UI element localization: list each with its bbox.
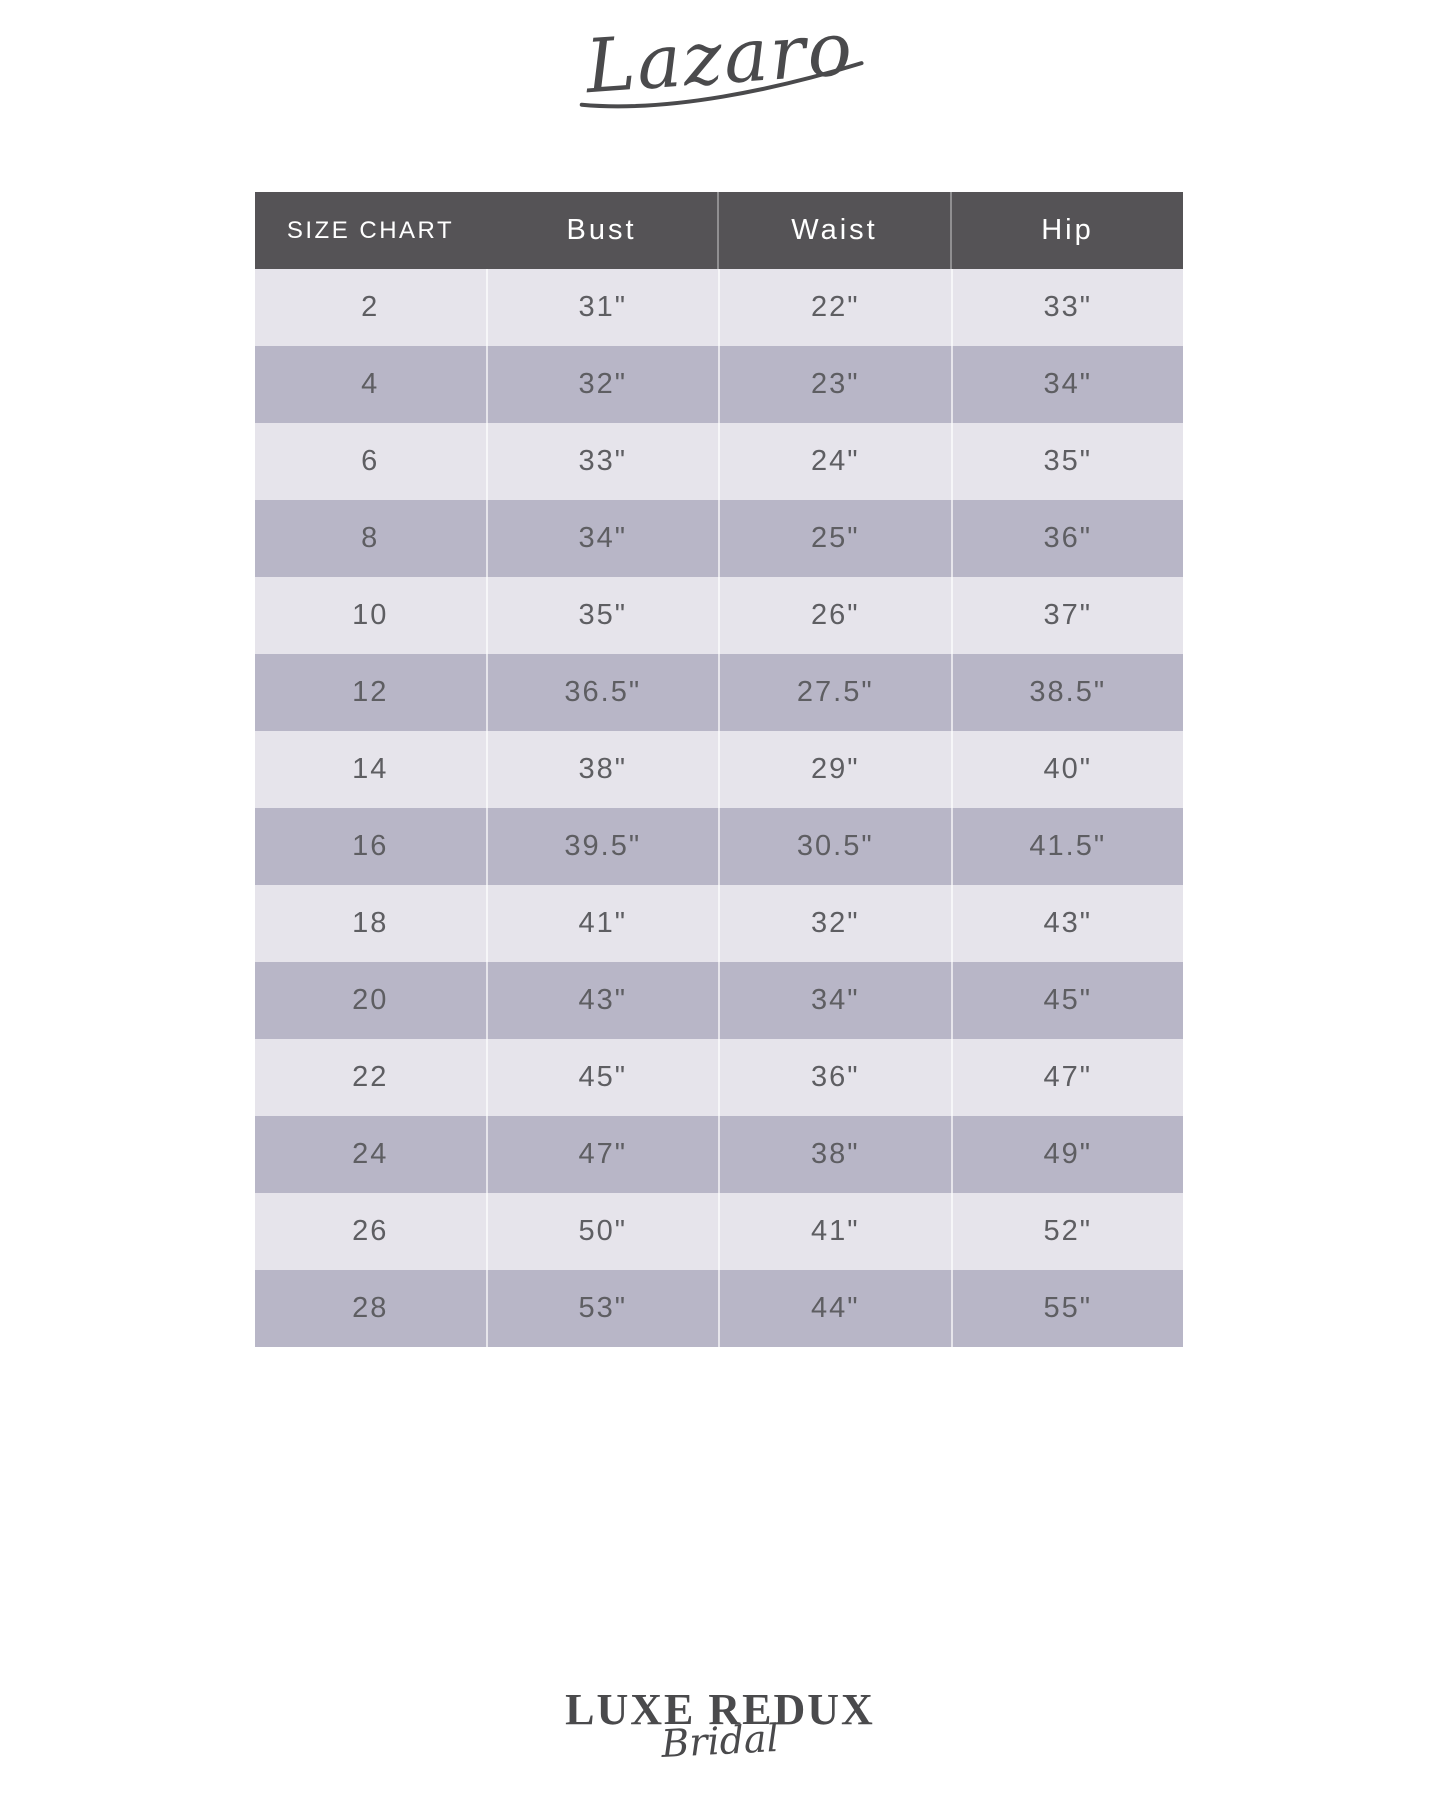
bust-cell: 41" <box>485 885 719 962</box>
bust-cell: 38" <box>485 731 719 808</box>
bust-cell: 39.5" <box>485 808 719 885</box>
logo-swash <box>579 61 864 109</box>
hip-cell: 38.5" <box>950 654 1184 731</box>
waist-cell: 26" <box>718 577 951 654</box>
header-waist: Waist <box>717 192 950 269</box>
bust-cell: 50" <box>485 1193 719 1270</box>
header-size-chart: SIZE CHART <box>286 216 455 244</box>
waist-cell: 41" <box>718 1193 951 1270</box>
table-row: 28 53" 44" 55" <box>255 1270 1183 1347</box>
table-row: 22 45" 36" 47" <box>255 1039 1183 1116</box>
table-row: 20 43" 34" 45" <box>255 962 1183 1039</box>
hip-cell: 37" <box>950 577 1184 654</box>
bust-cell: 32" <box>485 346 719 423</box>
waist-cell: 38" <box>718 1116 951 1193</box>
waist-cell: 22" <box>718 269 951 346</box>
size-chart-table: SIZE CHART Bust Waist Hip 2 31" 22" 33" 4 32"… <box>255 192 1183 1347</box>
hip-cell: 36" <box>950 500 1184 577</box>
table-row: 2 31" 22" 33" <box>255 269 1183 346</box>
hip-cell: 52" <box>950 1193 1184 1270</box>
size-cell: 4 <box>361 368 380 400</box>
waist-cell: 36" <box>718 1039 951 1116</box>
hip-cell: 45" <box>950 962 1184 1039</box>
bust-cell: 45" <box>485 1039 719 1116</box>
table-row: 14 38" 29" 40" <box>255 731 1183 808</box>
size-table-body: 2 31" 22" 33" 4 32" 23" 34" 6 33" 24" 35" 8 34" 25" 36"… <box>255 269 1183 1347</box>
table-row: 6 33" 24" 35" <box>255 423 1183 500</box>
size-cell: 10 <box>352 599 389 631</box>
bust-cell: 36.5" <box>485 654 719 731</box>
table-row: 18 41" 32" 43" <box>255 885 1183 962</box>
table-row: 4 32" 23" 34" <box>255 346 1183 423</box>
size-cell: 28 <box>352 1292 389 1324</box>
size-cell: 20 <box>352 984 389 1016</box>
waist-cell: 34" <box>718 962 951 1039</box>
waist-cell: 32" <box>718 885 951 962</box>
footer-logo-luxe-redux: LUXE REDUX Bridal <box>0 1685 1440 1767</box>
brand-logo-lazaro: Lazaro <box>0 0 1440 154</box>
table-row: 8 34" 25" 36" <box>255 500 1183 577</box>
hip-cell: 41.5" <box>950 808 1184 885</box>
size-cell: 16 <box>352 830 389 862</box>
bust-cell: 47" <box>485 1116 719 1193</box>
waist-cell: 27.5" <box>718 654 951 731</box>
waist-cell: 24" <box>718 423 951 500</box>
hip-cell: 34" <box>950 346 1184 423</box>
size-cell: 14 <box>352 753 389 785</box>
table-row: 16 39.5" 30.5" 41.5" <box>255 808 1183 885</box>
hip-cell: 55" <box>950 1270 1184 1347</box>
bust-cell: 43" <box>485 962 719 1039</box>
bust-cell: 34" <box>485 500 719 577</box>
size-cell: 8 <box>361 522 380 554</box>
hip-cell: 35" <box>950 423 1184 500</box>
hip-cell: 47" <box>950 1039 1184 1116</box>
header-hip: Hip <box>950 192 1183 269</box>
footer-logo-name: LUXE REDUX <box>565 1685 875 1734</box>
hip-cell: 40" <box>950 731 1184 808</box>
bust-cell: 53" <box>485 1270 719 1347</box>
size-cell: 24 <box>352 1138 389 1170</box>
waist-cell: 23" <box>718 346 951 423</box>
table-row: 24 47" 38" 49" <box>255 1116 1183 1193</box>
size-cell: 6 <box>361 445 380 477</box>
size-cell: 2 <box>361 291 380 323</box>
table-row: 26 50" 41" 52" <box>255 1193 1183 1270</box>
waist-cell: 25" <box>718 500 951 577</box>
waist-cell: 44" <box>718 1270 951 1347</box>
bust-cell: 31" <box>485 269 719 346</box>
header-bust: Bust <box>566 214 637 246</box>
size-cell: 26 <box>352 1215 389 1247</box>
size-cell: 22 <box>352 1061 389 1093</box>
waist-cell: 29" <box>718 731 951 808</box>
bust-cell: 33" <box>485 423 719 500</box>
table-header-row: SIZE CHART Bust Waist Hip <box>255 192 1183 269</box>
size-cell: 18 <box>352 907 389 939</box>
hip-cell: 43" <box>950 885 1184 962</box>
table-row: 10 35" 26" 37" <box>255 577 1183 654</box>
bust-cell: 35" <box>485 577 719 654</box>
waist-cell: 30.5" <box>718 808 951 885</box>
hip-cell: 33" <box>950 269 1184 346</box>
table-row: 12 36.5" 27.5" 38.5" <box>255 654 1183 731</box>
size-cell: 12 <box>352 676 389 708</box>
hip-cell: 49" <box>950 1116 1184 1193</box>
